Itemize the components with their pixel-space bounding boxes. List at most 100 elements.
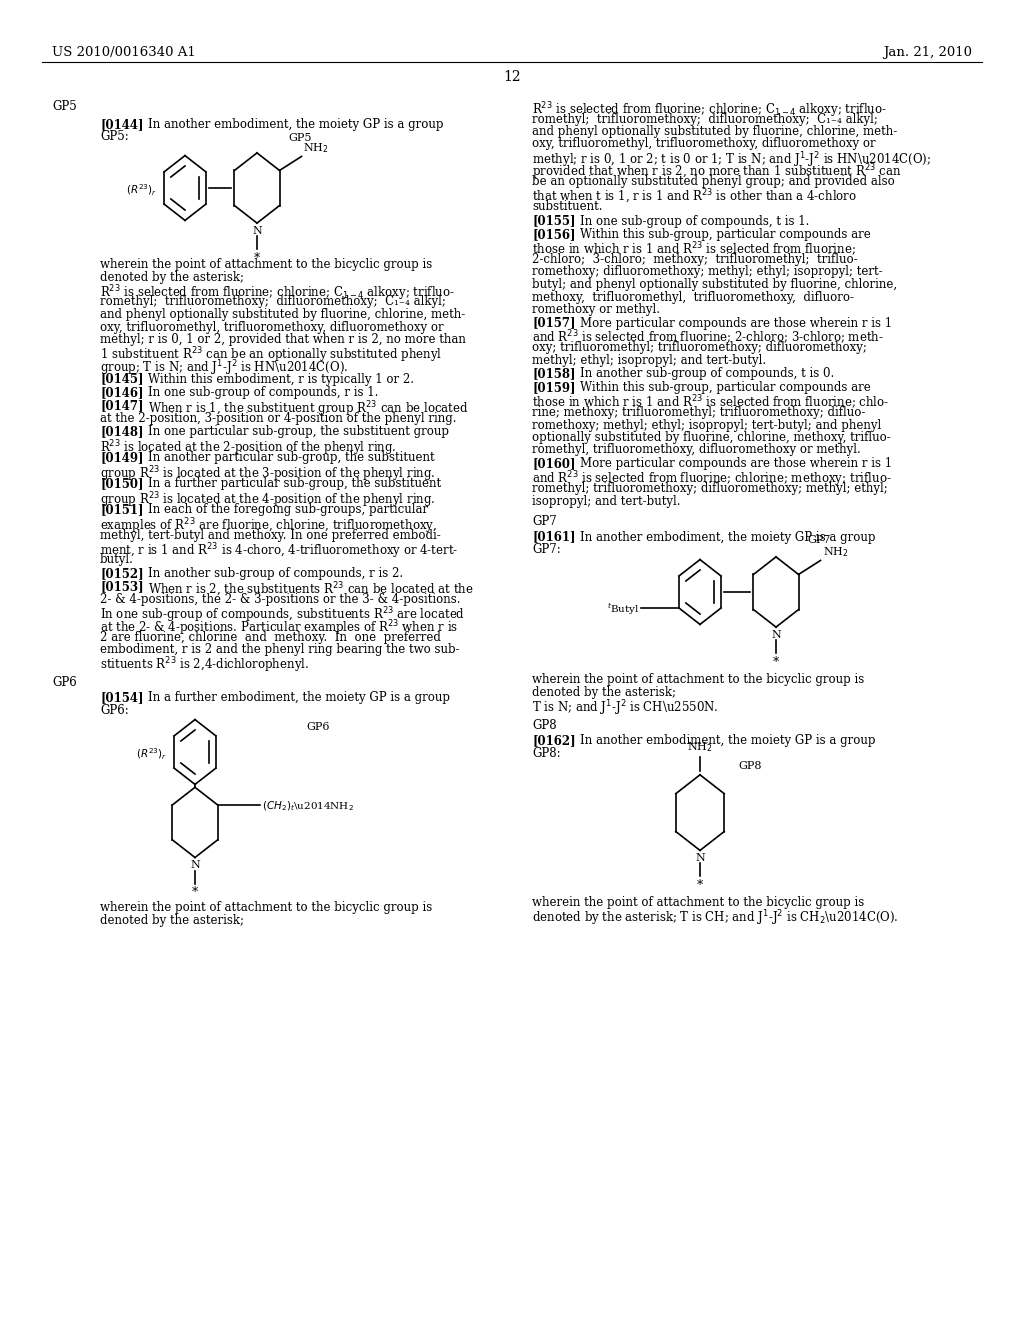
Text: NH$_2$: NH$_2$ — [302, 141, 329, 156]
Text: GP5: GP5 — [52, 100, 77, 114]
Text: In one particular sub-group, the substituent group: In one particular sub-group, the substit… — [148, 425, 449, 438]
Text: romethyl;  trifluoromethoxy;  difluoromethoxy;  C₁₋₄ alkyl;: romethyl; trifluoromethoxy; difluorometh… — [100, 296, 445, 309]
Text: 2-chloro;  3-chloro;  methoxy;  trifluoromethyl;  trifluo-: 2-chloro; 3-chloro; methoxy; trifluorome… — [532, 253, 858, 267]
Text: In another embodiment, the moiety GP is a group: In another embodiment, the moiety GP is … — [148, 117, 443, 131]
Text: methoxy,  trifluoromethyl,  trifluoromethoxy,  difluoro-: methoxy, trifluoromethyl, trifluorometho… — [532, 290, 854, 304]
Text: [0146]: [0146] — [100, 385, 143, 399]
Text: In one sub-group of compounds, r is 1.: In one sub-group of compounds, r is 1. — [148, 385, 379, 399]
Text: In another particular sub-group, the substituent: In another particular sub-group, the sub… — [148, 451, 434, 465]
Text: isopropyl; and tert-butyl.: isopropyl; and tert-butyl. — [532, 495, 681, 507]
Text: methyl; ethyl; isopropyl; and tert-butyl.: methyl; ethyl; isopropyl; and tert-butyl… — [532, 354, 766, 367]
Text: In each of the foregoing sub-groups, particular: In each of the foregoing sub-groups, par… — [148, 503, 428, 516]
Text: In a further embodiment, the moiety GP is a group: In a further embodiment, the moiety GP i… — [148, 692, 450, 705]
Text: [0144]: [0144] — [100, 117, 143, 131]
Text: [0157]: [0157] — [532, 317, 575, 330]
Text: $(CH_2)_t$\u2014NH$_2$: $(CH_2)_t$\u2014NH$_2$ — [261, 799, 353, 813]
Text: wherein the point of attachment to the bicyclic group is: wherein the point of attachment to the b… — [532, 673, 864, 686]
Text: More particular compounds are those wherein r is 1: More particular compounds are those wher… — [580, 457, 892, 470]
Text: and R$^{23}$ is selected from fluorine; chlorine; methoxy; trifluo-: and R$^{23}$ is selected from fluorine; … — [532, 470, 892, 490]
Text: GP6: GP6 — [306, 722, 330, 733]
Text: [0150]: [0150] — [100, 478, 143, 491]
Text: [0158]: [0158] — [532, 367, 575, 380]
Text: at the 2- & 4-positions. Particular examples of R$^{23}$ when r is: at the 2- & 4-positions. Particular exam… — [100, 618, 459, 638]
Text: [0160]: [0160] — [532, 457, 575, 470]
Text: N: N — [190, 861, 200, 870]
Text: R$^{23}$ is located at the 2-position of the phenyl ring.: R$^{23}$ is located at the 2-position of… — [100, 438, 396, 458]
Text: In one sub-group of compounds, substituents R$^{23}$ are located: In one sub-group of compounds, substitue… — [100, 606, 465, 626]
Text: [0145]: [0145] — [100, 372, 143, 385]
Text: 1 substituent R$^{23}$ can be an optionally substituted phenyl: 1 substituent R$^{23}$ can be an optiona… — [100, 346, 442, 366]
Text: denoted by the asterisk;: denoted by the asterisk; — [100, 913, 244, 927]
Text: R$^{23}$ is selected from fluorine; chlorine; C$_{1-4}$ alkoxy; trifluo-: R$^{23}$ is selected from fluorine; chlo… — [100, 282, 455, 302]
Text: NH$_2$: NH$_2$ — [822, 545, 848, 560]
Text: *: * — [191, 887, 198, 899]
Text: group R$^{23}$ is located at the 3-position of the phenyl ring.: group R$^{23}$ is located at the 3-posit… — [100, 465, 435, 483]
Text: group R$^{23}$ is located at the 4-position of the phenyl ring.: group R$^{23}$ is located at the 4-posit… — [100, 490, 435, 510]
Text: [0151]: [0151] — [100, 503, 143, 516]
Text: When r is 1, the substituent group R$^{23}$ can be located: When r is 1, the substituent group R$^{2… — [148, 400, 469, 420]
Text: at the 2-position, 3-position or 4-position of the phenyl ring.: at the 2-position, 3-position or 4-posit… — [100, 412, 457, 425]
Text: romethoxy or methyl.: romethoxy or methyl. — [532, 304, 660, 315]
Text: methyl, tert-butyl and methoxy. In one preferred embodi-: methyl, tert-butyl and methoxy. In one p… — [100, 528, 440, 541]
Text: methyl; r is 0, 1 or 2, provided that when r is 2, no more than: methyl; r is 0, 1 or 2, provided that wh… — [100, 333, 466, 346]
Text: N: N — [252, 226, 262, 236]
Text: N: N — [695, 854, 705, 863]
Text: Within this sub-group, particular compounds are: Within this sub-group, particular compou… — [580, 228, 870, 242]
Text: that when t is 1, r is 1 and R$^{23}$ is other than a 4-chloro: that when t is 1, r is 1 and R$^{23}$ is… — [532, 187, 857, 206]
Text: butyl; and phenyl optionally substituted by fluorine, chlorine,: butyl; and phenyl optionally substituted… — [532, 279, 897, 290]
Text: In a further particular sub-group, the substituent: In a further particular sub-group, the s… — [148, 478, 441, 491]
Text: optionally substituted by fluorine, chlorine, methoxy, trifluo-: optionally substituted by fluorine, chlo… — [532, 432, 891, 444]
Text: [0162]: [0162] — [532, 734, 575, 747]
Text: GP8: GP8 — [738, 760, 762, 771]
Text: rine; methoxy; trifluoromethyl; trifluoromethoxy; difluo-: rine; methoxy; trifluoromethyl; trifluor… — [532, 407, 865, 418]
Text: those in which r is 1 and R$^{23}$ is selected from fluorine; chlo-: those in which r is 1 and R$^{23}$ is se… — [532, 393, 889, 412]
Text: 2- & 4-positions, the 2- & 3-positions or the 3- & 4-positions.: 2- & 4-positions, the 2- & 3-positions o… — [100, 593, 461, 606]
Text: and R$^{23}$ is selected from fluorine; 2-chloro; 3-chloro; meth-: and R$^{23}$ is selected from fluorine; … — [532, 329, 884, 347]
Text: wherein the point of attachment to the bicyclic group is: wherein the point of attachment to the b… — [100, 902, 432, 915]
Text: *: * — [697, 879, 703, 892]
Text: NH$_2$: NH$_2$ — [687, 741, 713, 754]
Text: oxy, trifluoromethyl, trifluoromethoxy, difluoromethoxy or: oxy, trifluoromethyl, trifluoromethoxy, … — [532, 137, 876, 150]
Text: [0147]: [0147] — [100, 400, 143, 412]
Text: In another embodiment, the moiety GP is a group: In another embodiment, the moiety GP is … — [580, 734, 876, 747]
Text: [0152]: [0152] — [100, 568, 143, 579]
Text: $(R^{23})_r$: $(R^{23})_r$ — [126, 182, 157, 198]
Text: romethyl;  trifluoromethoxy;  difluoromethoxy;  C₁₋₄ alkyl;: romethyl; trifluoromethoxy; difluorometh… — [532, 112, 878, 125]
Text: *: * — [254, 252, 260, 265]
Text: Within this embodiment, r is typically 1 or 2.: Within this embodiment, r is typically 1… — [148, 372, 414, 385]
Text: denoted by the asterisk;: denoted by the asterisk; — [532, 685, 676, 698]
Text: and phenyl optionally substituted by fluorine, chlorine, meth-: and phenyl optionally substituted by flu… — [100, 308, 465, 321]
Text: In another sub-group of compounds, t is 0.: In another sub-group of compounds, t is … — [580, 367, 835, 380]
Text: romethoxy; methyl; ethyl; isopropyl; tert-butyl; and phenyl: romethoxy; methyl; ethyl; isopropyl; ter… — [532, 418, 882, 432]
Text: oxy; trifluoromethyl; trifluoromethoxy; difluoromethoxy;: oxy; trifluoromethyl; trifluoromethoxy; … — [532, 342, 867, 355]
Text: GP7: GP7 — [807, 535, 830, 545]
Text: substituent.: substituent. — [532, 201, 602, 213]
Text: group; T is N; and J$^1$-J$^2$ is HN\u2014C(O).: group; T is N; and J$^1$-J$^2$ is HN\u20… — [100, 358, 348, 378]
Text: provided that when r is 2, no more than 1 substituent R$^{23}$ can: provided that when r is 2, no more than … — [532, 162, 902, 182]
Text: GP5:: GP5: — [100, 131, 129, 144]
Text: T is N; and J$^1$-J$^2$ is CH\u2550N.: T is N; and J$^1$-J$^2$ is CH\u2550N. — [532, 698, 719, 718]
Text: $(R^{23})_r$: $(R^{23})_r$ — [136, 746, 167, 762]
Text: [0148]: [0148] — [100, 425, 143, 438]
Text: US 2010/0016340 A1: US 2010/0016340 A1 — [52, 46, 196, 59]
Text: romethyl; trifluoromethoxy; difluoromethoxy; methyl; ethyl;: romethyl; trifluoromethoxy; difluorometh… — [532, 482, 888, 495]
Text: [0156]: [0156] — [532, 228, 575, 242]
Text: In one sub-group of compounds, t is 1.: In one sub-group of compounds, t is 1. — [580, 214, 809, 227]
Text: wherein the point of attachment to the bicyclic group is: wherein the point of attachment to the b… — [532, 896, 864, 909]
Text: methyl; r is 0, 1 or 2; t is 0 or 1; T is N; and J$^1$-J$^2$ is HN\u2014C(O);: methyl; r is 0, 1 or 2; t is 0 or 1; T i… — [532, 150, 931, 169]
Text: romethoxy; difluoromethoxy; methyl; ethyl; isopropyl; tert-: romethoxy; difluoromethoxy; methyl; ethy… — [532, 265, 883, 279]
Text: GP6:: GP6: — [100, 704, 129, 717]
Text: those in which r is 1 and R$^{23}$ is selected from fluorine;: those in which r is 1 and R$^{23}$ is se… — [532, 240, 856, 259]
Text: wherein the point of attachment to the bicyclic group is: wherein the point of attachment to the b… — [100, 257, 432, 271]
Text: In another sub-group of compounds, r is 2.: In another sub-group of compounds, r is … — [148, 568, 403, 579]
Text: [0149]: [0149] — [100, 451, 143, 465]
Text: More particular compounds are those wherein r is 1: More particular compounds are those wher… — [580, 317, 892, 330]
Text: oxy, trifluoromethyl, trifluoromethoxy, difluoromethoxy or: oxy, trifluoromethyl, trifluoromethoxy, … — [100, 321, 443, 334]
Text: GP8:: GP8: — [532, 747, 560, 759]
Text: When r is 2, the substituents R$^{23}$ can be located at the: When r is 2, the substituents R$^{23}$ c… — [148, 581, 474, 598]
Text: [0159]: [0159] — [532, 381, 575, 393]
Text: embodiment, r is 2 and the phenyl ring bearing the two sub-: embodiment, r is 2 and the phenyl ring b… — [100, 643, 460, 656]
Text: [0154]: [0154] — [100, 692, 143, 705]
Text: and phenyl optionally substituted by fluorine, chlorine, meth-: and phenyl optionally substituted by flu… — [532, 125, 897, 139]
Text: Jan. 21, 2010: Jan. 21, 2010 — [883, 46, 972, 59]
